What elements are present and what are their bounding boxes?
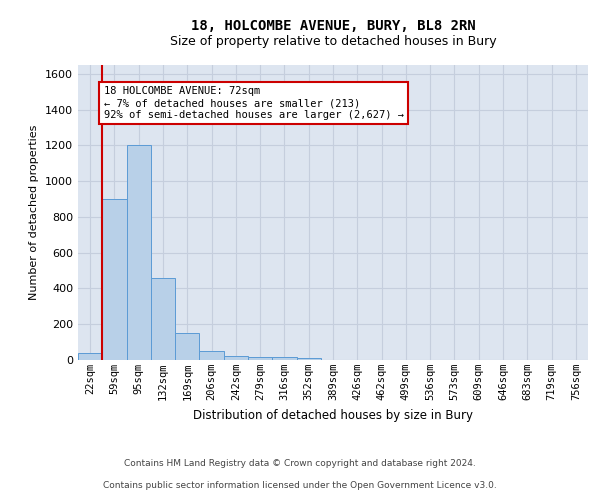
Bar [272, 358, 296, 360]
Text: 18 HOLCOMBE AVENUE: 72sqm
← 7% of detached houses are smaller (213)
92% of semi-: 18 HOLCOMBE AVENUE: 72sqm ← 7% of detach… [104, 86, 404, 120]
Text: Size of property relative to detached houses in Bury: Size of property relative to detached ho… [170, 34, 496, 48]
Text: Contains public sector information licensed under the Open Government Licence v3: Contains public sector information licen… [103, 481, 497, 490]
Bar [199, 351, 224, 360]
Bar [248, 358, 272, 360]
Bar [127, 146, 151, 360]
X-axis label: Distribution of detached houses by size in Bury: Distribution of detached houses by size … [193, 408, 473, 422]
Bar [175, 333, 199, 360]
Bar [78, 353, 102, 360]
Text: 18, HOLCOMBE AVENUE, BURY, BL8 2RN: 18, HOLCOMBE AVENUE, BURY, BL8 2RN [191, 18, 475, 32]
Y-axis label: Number of detached properties: Number of detached properties [29, 125, 40, 300]
Bar [224, 356, 248, 360]
Bar [151, 278, 175, 360]
Bar [102, 199, 127, 360]
Bar [296, 358, 321, 360]
Text: Contains HM Land Registry data © Crown copyright and database right 2024.: Contains HM Land Registry data © Crown c… [124, 458, 476, 468]
